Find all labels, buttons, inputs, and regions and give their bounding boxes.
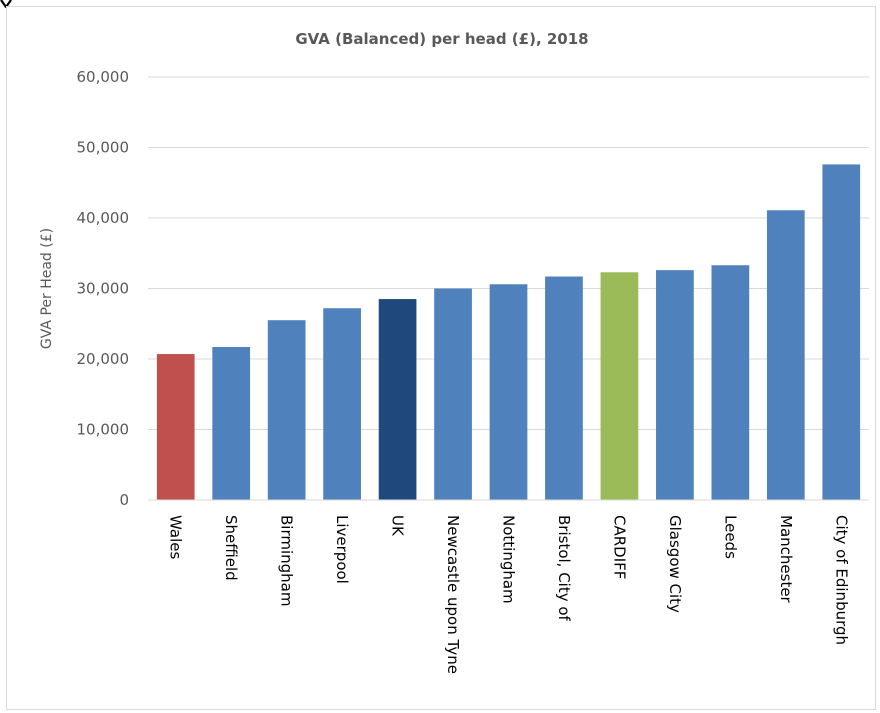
x-category-label: Liverpool <box>333 515 351 584</box>
y-tick-label: 40,000 <box>77 209 130 227</box>
bar-leeds <box>711 265 750 500</box>
x-category-label: City of Edinburgh <box>832 515 850 645</box>
x-category-label: Newcastle upon Tyne <box>444 515 462 674</box>
x-category-label: Glasgow City <box>666 515 684 613</box>
bar-birmingham <box>267 320 306 500</box>
x-category-label: Manchester <box>777 515 795 604</box>
x-category-label: Wales <box>167 515 185 559</box>
y-axis-title: GVA Per Head (£) <box>39 228 55 349</box>
bar-nottingham <box>489 284 528 500</box>
bar-city-of-edinburgh <box>822 164 861 501</box>
x-category-label: UK <box>389 515 407 537</box>
y-tick-label: 20,000 <box>77 350 130 368</box>
y-tick-label: 0 <box>119 491 129 509</box>
bar-liverpool <box>323 308 361 500</box>
bar-glasgow-city <box>656 270 694 500</box>
bar-cardiff <box>600 272 639 500</box>
bar-uk <box>378 299 417 500</box>
bar-manchester <box>766 210 805 500</box>
x-category-label: CARDIFF <box>610 515 628 579</box>
chart-title: GVA (Balanced) per head (£), 2018 <box>295 30 588 48</box>
y-tick-label: 60,000 <box>77 68 130 86</box>
x-category-label: Sheffield <box>222 515 240 581</box>
y-axis-ticks: 0 10,000 20,000 30,000 40,000 50,000 60,000 <box>77 68 130 509</box>
bar-wales <box>156 354 195 500</box>
x-axis-category-labels: Wales Sheffield Birmingham Liverpool UK Newca… <box>167 515 851 674</box>
bar-bristol-city-of <box>545 276 583 500</box>
x-category-label: Birmingham <box>278 515 296 606</box>
bar-newcastle-upon-tyne <box>434 288 472 500</box>
x-category-label: Nottingham <box>500 515 518 604</box>
y-tick-label: 10,000 <box>77 421 130 439</box>
x-category-label: Leeds <box>721 515 739 559</box>
y-tick-label: 30,000 <box>77 280 130 298</box>
bars <box>156 164 861 501</box>
x-category-label: Bristol, City of <box>555 515 573 622</box>
bar-sheffield <box>212 347 251 500</box>
y-tick-label: 50,000 <box>77 139 130 157</box>
